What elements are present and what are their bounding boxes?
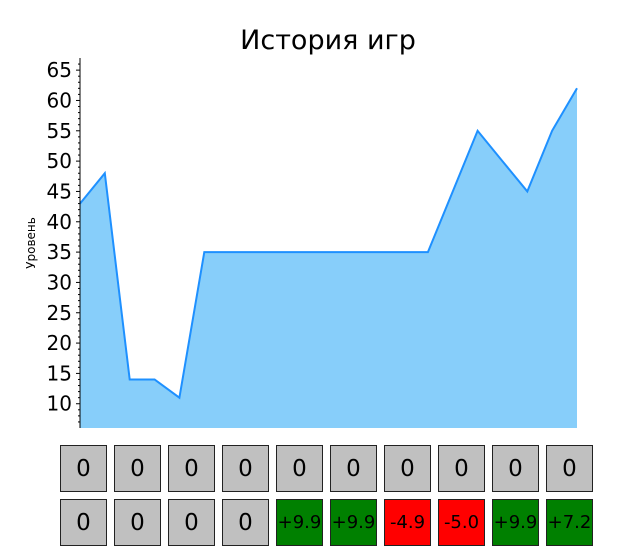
chart-title: История игр [240, 25, 416, 56]
area-fill [80, 88, 577, 429]
series-line [79, 87, 578, 400]
y-tick-label: 20 [47, 331, 72, 355]
y-tick-label: 65 [47, 58, 72, 82]
level-change-cell: 0 [222, 445, 269, 492]
level-change-cell: -5.0 [438, 499, 485, 546]
level-change-cell: 0 [114, 445, 161, 492]
level-change-cell: +9.9 [330, 499, 377, 546]
level-change-cell: 0 [546, 445, 593, 492]
level-change-cell: +9.9 [276, 499, 323, 546]
level-change-cell: 0 [168, 499, 215, 546]
level-change-cell: 0 [222, 499, 269, 546]
y-tick-label: 40 [47, 210, 72, 234]
y-tick-label: 60 [47, 88, 72, 112]
level-change-cell: +7.2 [546, 499, 593, 546]
level-change-cell: 0 [114, 499, 161, 546]
y-tick-label: 30 [47, 270, 72, 294]
level-change-cell: 0 [276, 445, 323, 492]
y-tick-label: 35 [47, 240, 72, 264]
y-tick-label: 25 [47, 301, 72, 325]
chart-marks: 10 15 20 25 30 35 40 45 50 55 60 65 [47, 58, 578, 429]
level-change-cell: 0 [384, 445, 431, 492]
y-tick-label: 10 [47, 392, 72, 416]
y-tick-label: 45 [47, 179, 72, 203]
y-tick-label: 50 [47, 149, 72, 173]
level-change-cell: +9.9 [492, 499, 539, 546]
level-change-cell: 0 [60, 499, 107, 546]
level-change-cell: 0 [60, 445, 107, 492]
level-change-cell: -4.9 [384, 499, 431, 546]
y-axis-label: Уровень [24, 217, 38, 269]
level-change-cell: 0 [438, 445, 485, 492]
level-change-cell: 0 [330, 445, 377, 492]
level-change-cell: 0 [168, 445, 215, 492]
level-change-cell: 0 [492, 445, 539, 492]
level-history-chart: История игр Уровень 10 15 20 25 30 35 40 45 50 55… [24, 25, 578, 429]
y-tick-label: 55 [47, 119, 72, 143]
y-tick-label: 15 [47, 361, 72, 385]
